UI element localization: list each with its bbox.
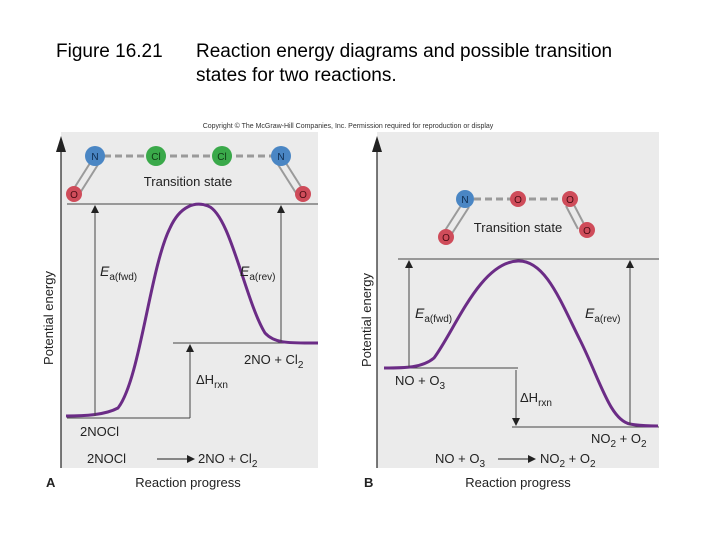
copyright-notice: Copyright © The McGraw-Hill Companies, I…: [203, 122, 494, 130]
panel-b-atom-o-lower-right-label: O: [583, 226, 591, 237]
figure-number: Figure 16.21: [56, 41, 163, 62]
panel-b-ea-rev-label: Ea(rev): [585, 305, 620, 325]
panel-a-ea-rev-label: Ea(rev): [240, 263, 275, 283]
panel-a-bond-n-o-right-2: [276, 162, 297, 194]
panel-b-letter: B: [364, 475, 373, 490]
panel-b-transition-molecule: N O O O O: [438, 190, 595, 245]
panel-b-y-axis-arrow: [372, 136, 382, 152]
panel-b-atom-o-center: [510, 191, 526, 207]
panel-b-bond-n-o-2: [450, 206, 470, 236]
panel-b-equation-left: NO + O3: [435, 451, 485, 470]
panel-b: Potential energy Ea(fwd) Ea(rev) ΔHrxn N…: [359, 132, 659, 490]
panel-a-y-axis-label: Potential energy: [41, 271, 56, 365]
panel-a-y-axis-arrow: [56, 136, 66, 152]
panel-b-equation-right: NO2 + O2: [540, 451, 596, 470]
panel-a-transition-state-label: Transition state: [144, 174, 232, 189]
figure-title: Reaction energy diagrams and possible tr…: [196, 40, 696, 88]
panel-b-atom-o-lower-left-label: O: [442, 233, 450, 244]
panel-a-x-axis-label: Reaction progress: [135, 475, 241, 490]
panel-a-atom-cl-left-label: Cl: [151, 152, 160, 163]
panel-b-product-label: NO2 + O2: [591, 431, 647, 450]
panel-a-atom-n-left-label: N: [91, 152, 98, 163]
panel-a-delta-h-label: ΔHrxn: [196, 372, 228, 391]
panel-a-bond-n-o-left-1: [72, 159, 93, 191]
panel-b-y-axis-label: Potential energy: [359, 273, 374, 367]
panel-a-atom-o-right-label: O: [299, 190, 307, 201]
panel-b-transition-state-label: Transition state: [474, 220, 562, 235]
panel-b-bond-n-o-1: [443, 203, 463, 233]
panel-a-atom-cl-left: [146, 146, 166, 166]
panel-a-atom-o-left: [66, 186, 82, 202]
figure-title-line-1: Reaction energy diagrams and possible tr…: [196, 41, 613, 62]
panel-b-atom-o-right: [562, 191, 578, 207]
panel-a-ea-fwd-label: Ea(fwd): [100, 263, 137, 283]
panel-b-reactant-label: NO + O3: [395, 373, 445, 392]
panel-a-atom-cl-right-label: Cl: [217, 152, 226, 163]
panel-a-reactant-label: 2NOCl: [80, 424, 119, 439]
panel-b-ea-fwd-label: Ea(fwd): [415, 305, 452, 325]
panel-a-energy-curve: [65, 202, 319, 418]
panel-a-equation-right: 2NO + Cl2: [198, 451, 258, 470]
panel-a-product-label: 2NO + Cl2: [244, 352, 304, 371]
panel-b-x-axis-label: Reaction progress: [465, 475, 571, 490]
panel-b-atom-n: [456, 190, 474, 208]
panel-a-bond-n-o-left-2: [79, 162, 100, 194]
panel-a-bond-n-o-right-1: [283, 159, 304, 191]
panel-a-atom-n-right: [271, 146, 291, 166]
panel-a-transition-molecule: N Cl Cl N O O: [66, 146, 311, 202]
panel-a: Potential energy Ea(fwd) Ea(rev) ΔHrxn 2…: [41, 132, 319, 490]
panel-a-atom-o-left-label: O: [70, 190, 78, 201]
panel-b-bond-o-o-1: [572, 202, 586, 227]
panel-b-delta-h-label: ΔHrxn: [520, 390, 552, 409]
panel-b-atom-n-label: N: [461, 195, 468, 206]
panel-b-background: [377, 132, 659, 468]
figure-title-line-2: states for two reactions.: [196, 65, 397, 86]
panel-b-bond-o-o-2: [565, 205, 579, 230]
panel-b-atom-o-center-label: O: [514, 195, 522, 206]
panel-a-atom-n-left: [85, 146, 105, 166]
panel-a-equation-left: 2NOCl: [87, 451, 126, 466]
panel-a-atom-n-right-label: N: [277, 152, 284, 163]
panel-a-letter: A: [46, 475, 56, 490]
panel-b-atom-o-right-label: O: [566, 195, 574, 206]
panel-b-atom-o-lower-left: [438, 229, 454, 245]
panel-a-atom-cl-right: [212, 146, 232, 166]
panel-b-atom-o-lower-right: [579, 222, 595, 238]
panel-a-atom-o-right: [295, 186, 311, 202]
